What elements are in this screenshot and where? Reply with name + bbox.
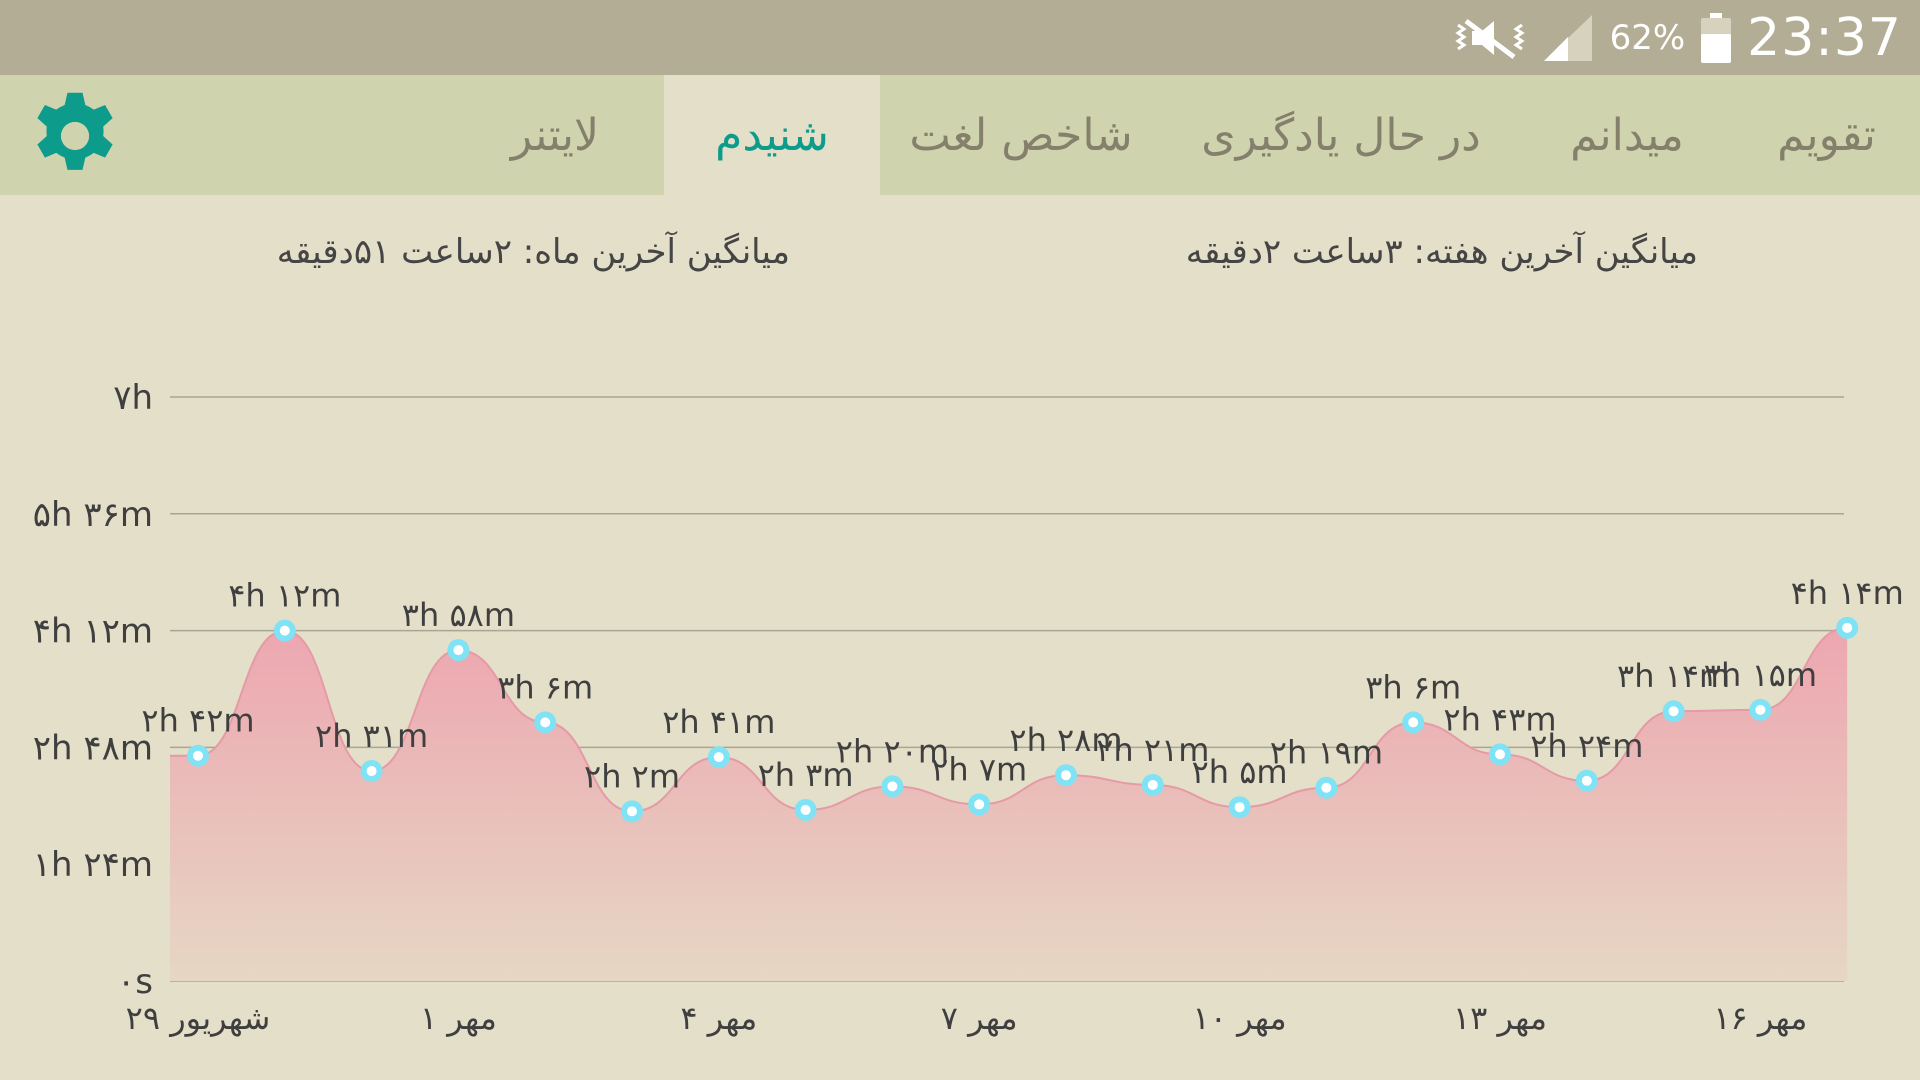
listening-time-chart: ۰s ۱h ۲۴m ۲h ۴۸m ۴h ۱۲m ۵h ۳۶m ۷h ۲h ۴۲m ۴h ۱۲m… [33,378,1904,1037]
data-label: ۲h ۷m [931,750,1027,788]
data-point-center [540,717,551,728]
tab-heard[interactable]: شنیدم [664,75,880,195]
data-label: ۳h ۱۵m [1704,656,1817,694]
data-label: ۳h ۶m [1365,668,1461,706]
battery-percent: 62% [1609,17,1686,58]
tab-word-index[interactable]: شاخص لغت [882,75,1160,195]
data-point-center [1234,802,1245,813]
data-label: ۲h ۴۲m [141,702,254,740]
y-tick-label: ۲h ۴۸m [33,728,153,768]
tab-learning[interactable]: در حال یادگیری [1160,75,1522,195]
data-label: ۲h ۲۰m [836,732,949,770]
data-label: ۳h ۱۴m [1617,657,1730,695]
y-tick-label: ۱h ۲۴m [33,845,153,885]
y-tick-label: ۰s [117,962,153,1002]
x-tick-label: ۱ مهر [420,999,497,1037]
data-label: ۳h ۵۸m [402,596,515,634]
data-point-center [713,752,724,763]
tab-label: تقویم [1777,109,1876,161]
tab-label: شنیدم [715,109,829,161]
y-tick-label: ۷h [113,378,153,418]
data-point-center [1581,775,1592,786]
data-point-center [1668,706,1679,717]
data-label: ۲h ۲۸m [1009,721,1122,759]
x-tick-label: ۴ مهر [680,999,757,1037]
clock: 23:37 [1747,7,1902,68]
x-tick-label: ۱۳ مهر [1453,999,1547,1037]
data-point-center [1147,779,1158,790]
data-point-center [1408,717,1419,728]
y-tick-label: ۴h ۱۲m [33,612,153,652]
data-label: ۲h ۳m [758,756,854,794]
data-point-center [1842,622,1853,633]
data-point-center [1495,749,1505,760]
data-label: ۲h ۴۳m [1443,700,1556,738]
x-tick-label: ۷ مهر [941,999,1018,1037]
tab-label: در حال یادگیری [1201,109,1481,161]
data-label: ۲h ۲m [584,757,680,795]
data-point-center [1321,782,1332,793]
data-point-center [279,625,290,636]
mute-vibrate-icon [1454,18,1525,59]
data-point-center [627,806,637,817]
signal-icon [1543,14,1592,61]
data-label: ۲h ۲۱m [1096,731,1209,769]
data-label: ۲h ۵m [1192,753,1288,791]
tab-calendar[interactable]: تقویم [1733,75,1920,195]
x-tick-label: ۲۹ شهریور [126,999,271,1037]
tab-bar: تقویم میدانم در حال یادگیری شاخص لغت شنی… [0,75,1920,195]
data-point-center [193,750,203,761]
data-label: ۲h ۴۱m [662,703,775,741]
data-label: ۳h ۶m [497,668,593,706]
x-tick-label: ۱۶ مهر [1713,999,1807,1037]
data-point-center [453,645,464,656]
tab-known[interactable]: میدانم [1522,75,1732,195]
data-label: ۴h ۱۲m [228,577,341,615]
data-point-center [366,766,377,777]
status-icons: 62% 23:37 [1454,0,1902,75]
tab-label: میدانم [1570,109,1684,161]
data-label: ۲h ۱۹m [1270,734,1383,772]
data-point-center [887,781,898,792]
data-point-center [1755,704,1766,715]
data-point-center [1061,770,1071,781]
data-point-center [800,804,811,815]
data-point-center [974,799,985,810]
y-tick-label: ۵h ۳۶m [33,495,153,535]
x-tick-label: ۱۰ مهر [1193,999,1287,1037]
data-label: ۴h ۱۴m [1791,574,1904,612]
settings-gear-icon[interactable] [28,89,122,183]
tab-leitner[interactable]: لایتنر [450,75,660,195]
data-label: ۲h ۳۱m [315,717,428,755]
tab-label: شاخص لغت [909,109,1133,161]
battery-icon [1701,12,1732,63]
monthly-average: میانگین آخرین ماه: ۲ساعت ۵۱دقیقه [276,232,790,272]
area-fill [170,627,1848,981]
tab-label: لایتنر [510,109,600,161]
weekly-average: میانگین آخرین هفته: ۳ساعت ۲دقیقه [1185,232,1698,272]
status-bar: 62% 23:37 [0,0,1920,75]
data-label: ۲h ۲۴m [1530,727,1643,765]
